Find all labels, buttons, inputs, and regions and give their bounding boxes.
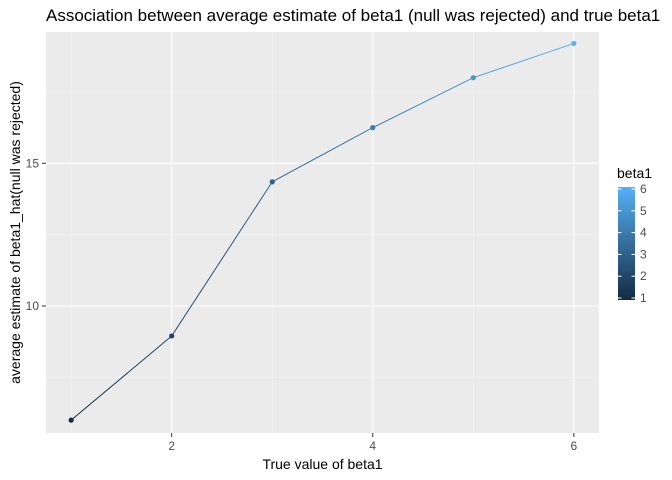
data-series <box>68 40 577 423</box>
y-axis: 10 15 <box>26 156 46 313</box>
legend-label: 3 <box>640 247 647 261</box>
legend-label: 4 <box>640 226 647 240</box>
chart-title: Association between average estimate of … <box>46 6 660 25</box>
line-segment <box>171 181 273 337</box>
x-axis-title: True value of beta1 <box>262 456 382 472</box>
legend-label: 5 <box>640 204 647 218</box>
legend-title: beta1 <box>617 165 652 181</box>
x-tick-label: 4 <box>369 439 376 453</box>
legend-label: 6 <box>640 182 647 196</box>
grid-lines <box>46 32 599 433</box>
data-point <box>68 417 74 423</box>
data-point <box>470 75 476 81</box>
x-tick-label: 6 <box>571 439 578 453</box>
data-point <box>169 333 175 339</box>
line-segment <box>271 127 374 183</box>
x-axis: 2 4 6 <box>168 433 578 453</box>
data-point <box>571 40 577 47</box>
y-axis-title: average estimate of beta1_hat(null was r… <box>7 81 23 384</box>
y-tick-label: 10 <box>26 299 40 313</box>
legend-label: 2 <box>640 269 647 283</box>
legend-colorbar <box>618 187 635 300</box>
plot-panel <box>46 32 599 433</box>
x-tick-label: 2 <box>168 439 175 453</box>
color-legend: beta1 1 2 3 4 5 6 <box>617 165 652 305</box>
data-point <box>269 179 275 185</box>
line-segment <box>473 42 575 79</box>
data-point <box>370 125 376 131</box>
legend-label: 1 <box>640 291 647 305</box>
line-segment <box>70 335 173 421</box>
line-segment <box>372 77 474 129</box>
y-tick-label: 15 <box>26 156 40 170</box>
